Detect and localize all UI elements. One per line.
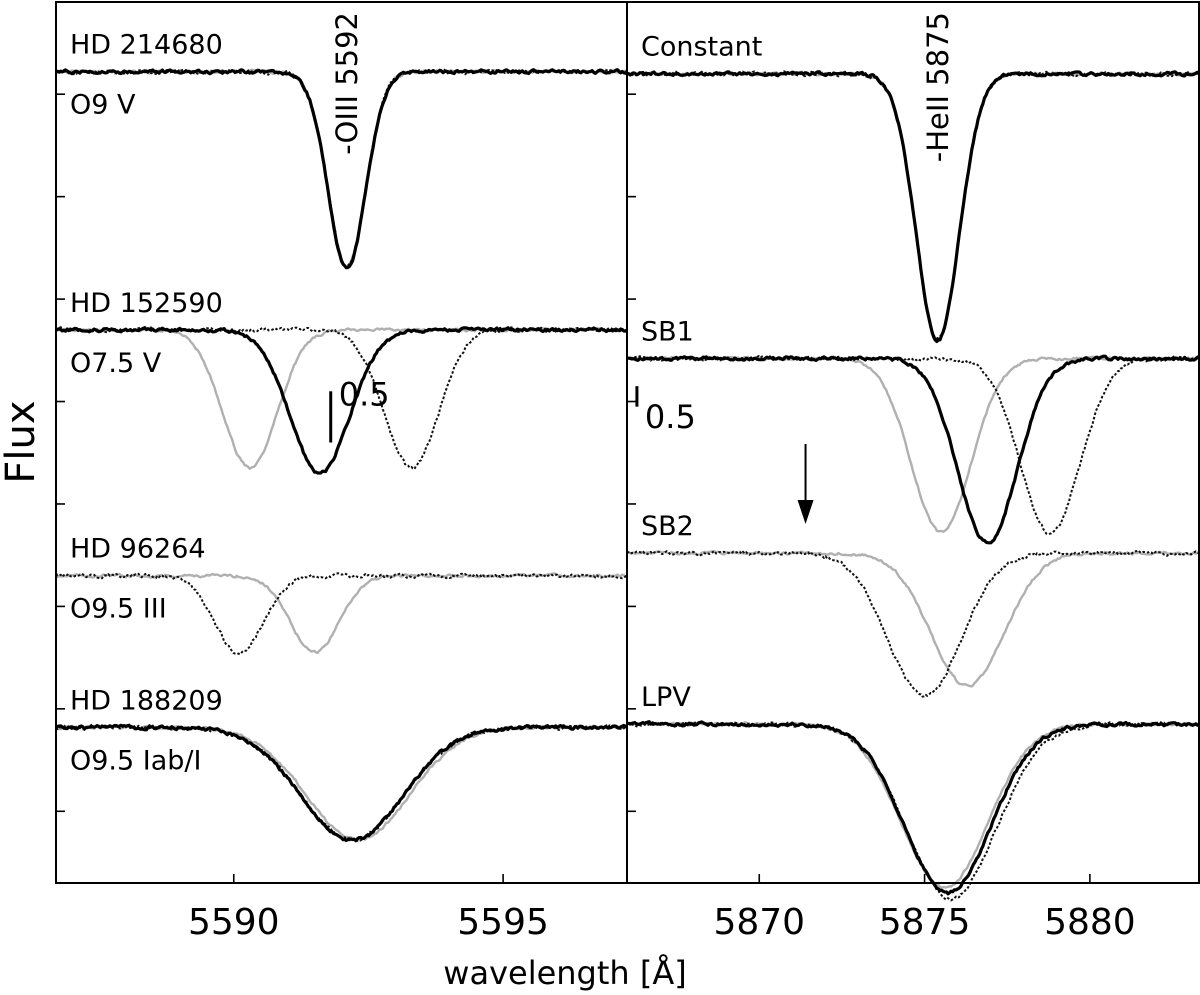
left-sptype-label: O9 V — [70, 90, 136, 121]
right-panel — [626, 1, 1200, 902]
left-spectrum-2-gray-line — [55, 572, 628, 654]
right-spectrum-3-solid-line — [626, 720, 1200, 896]
right-spectrum-2-gray-line — [626, 550, 1200, 688]
right-plot-area — [626, 70, 1200, 902]
right-spectrum-0-solid-line — [626, 70, 1200, 344]
left-spectrum-0-dot-line — [55, 68, 628, 268]
right-spectrum-1-gray-line — [626, 355, 1200, 533]
right-star-label: SB2 — [641, 511, 694, 542]
text-labels: 5590 5595 HD 214680 O9 V HD 152590 O7.5 V HD 9… — [70, 12, 1136, 943]
left-star-label: HD 214680 — [70, 30, 223, 61]
left-plot-area — [54, 68, 628, 843]
left-spectrum-2-dot-line — [55, 572, 628, 656]
right-star-label: LPV — [641, 682, 691, 713]
left-spectrum-3-dot-line — [55, 723, 628, 842]
y-axis-label: Flux — [0, 400, 44, 483]
x-axis-label: wavelength [Å] — [443, 954, 686, 992]
left-sptype-label: O9.5 III — [70, 594, 167, 625]
right-scale-bar-label: 0.5 — [645, 398, 696, 436]
right-ticks — [627, 93, 1091, 883]
left-x-tick-label: 5590 — [188, 902, 280, 943]
left-spectrum-1-dot-line — [55, 326, 628, 471]
right-spectrum-3-dot-line — [626, 720, 1200, 902]
right-spectrum-2-dot-line — [626, 549, 1200, 698]
left-spectrum-3-solid-line — [54, 723, 628, 843]
left-x-tick-label: 5595 — [457, 902, 549, 943]
right-star-label: SB1 — [641, 316, 694, 347]
left-sptype-label: O9.5 Iab/I — [70, 745, 201, 776]
left-star-label: HD 152590 — [70, 288, 223, 319]
right-spectrum-1-solid-line — [626, 354, 1200, 545]
left-star-label: HD 188209 — [70, 685, 223, 716]
right-spectrum-3-gray-line — [626, 721, 1200, 889]
right-star-label: Constant — [641, 32, 762, 63]
left-ticks — [56, 93, 504, 883]
left-sptype-label: O7.5 V — [70, 348, 162, 379]
left-spectrum-3-gray-line — [55, 724, 628, 842]
left-star-label: HD 96264 — [70, 534, 206, 565]
left-scale-bar-label: 0.5 — [339, 375, 390, 413]
right-x-tick-label: 5875 — [879, 902, 971, 943]
right-spectrum-1-dot-line — [626, 355, 1200, 536]
left-spectrum-1-solid-line — [55, 326, 628, 475]
left-line-id-label: -OIII 5592 — [330, 12, 364, 155]
right-panel-frame — [626, 1, 1200, 884]
right-x-tick-label: 5880 — [1044, 902, 1136, 943]
left-spectrum-0-solid-line — [55, 68, 628, 270]
right-line-id-label: -HeII 5875 — [921, 12, 955, 162]
right-x-tick-label: 5870 — [713, 902, 805, 943]
arrow-marker — [797, 444, 814, 524]
